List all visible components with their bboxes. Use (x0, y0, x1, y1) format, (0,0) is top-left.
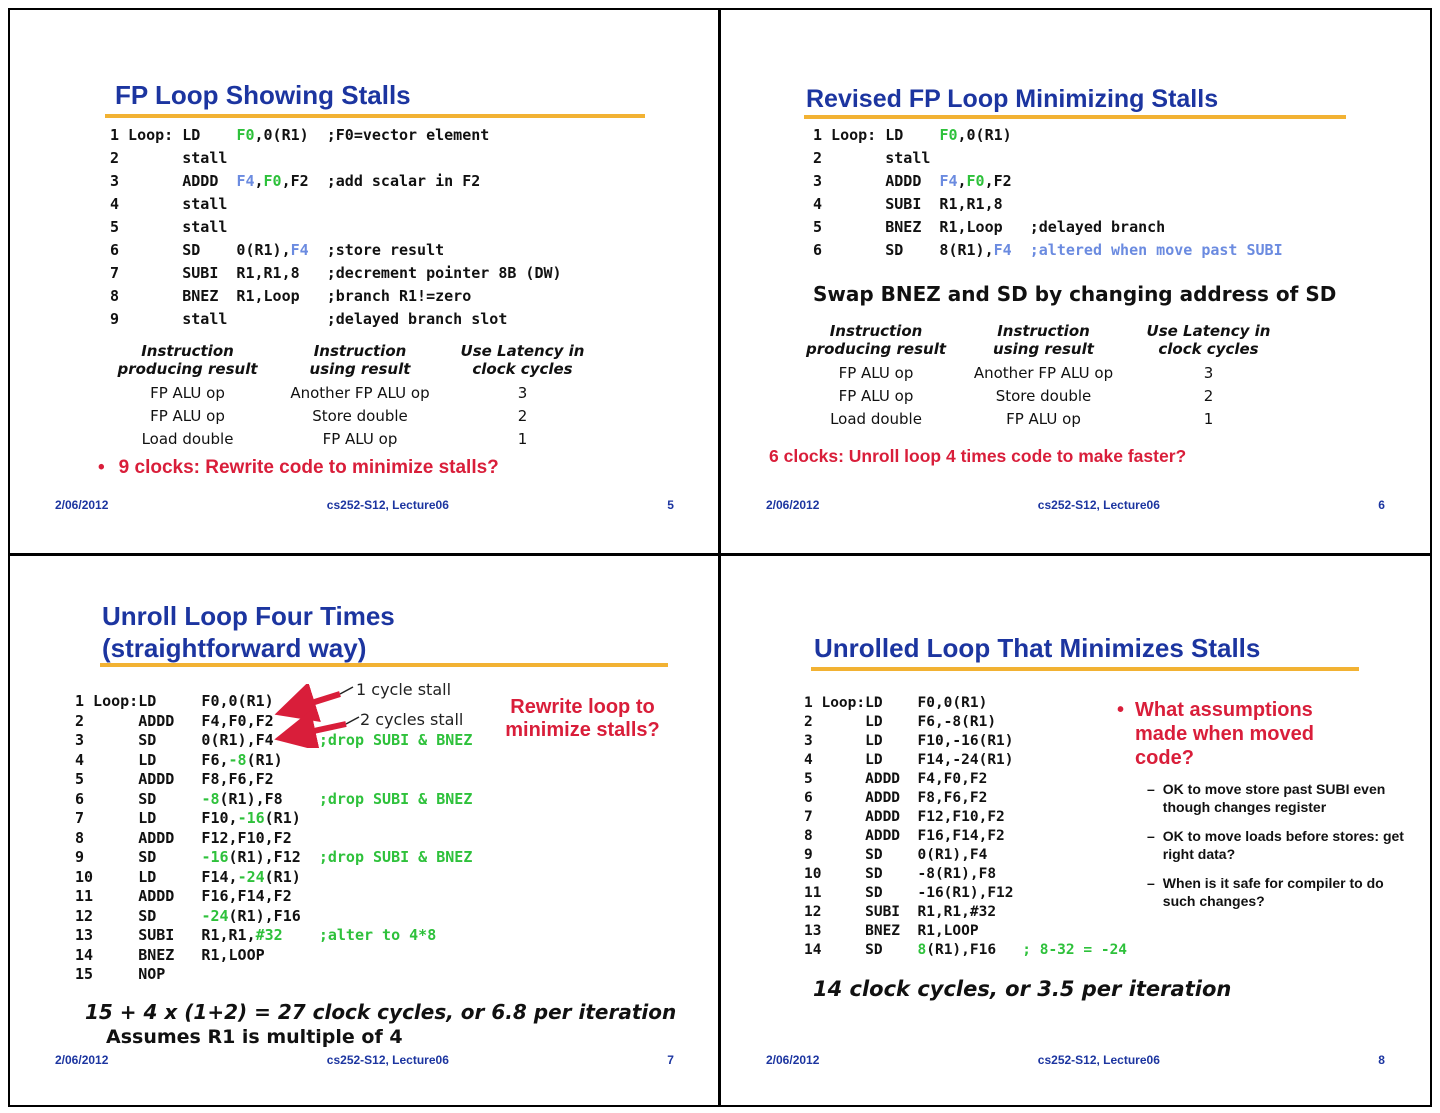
clocks-question: • 9 clocks: Rewrite code to minimize sta… (98, 457, 499, 479)
slide-title: Unroll Loop Four Times (straightforward … (102, 601, 395, 663)
page-number: 6 (1378, 498, 1385, 512)
table-cell: FP ALU op (322, 430, 398, 448)
dash-icon: – (1147, 875, 1155, 891)
latency-col-using: Instruction using result (993, 322, 1094, 358)
slide-5-fp-loop-showing-stalls: FP Loop Showing Stalls 1 Loop: LD F0,0(R… (10, 10, 719, 553)
footer-course: cs252-S12, Lecture06 (1037, 1053, 1160, 1067)
page-number: 8 (1378, 1053, 1385, 1067)
footer-course: cs252-S12, Lecture06 (326, 498, 449, 512)
title-underline (804, 115, 1346, 119)
table-cell: 3 (1203, 364, 1214, 382)
slide-footer: 2/06/2012 cs252-S12, Lecture06 8 (721, 1053, 1430, 1067)
footer-date: 2/06/2012 (766, 498, 820, 512)
title-underline (811, 667, 1359, 671)
clocks-question: 6 clocks: Unroll loop 4 times code to ma… (769, 446, 1187, 466)
slide-title: FP Loop Showing Stalls (115, 80, 411, 110)
bullet-icon: • (1117, 699, 1125, 721)
table-cell: 2 (1203, 387, 1214, 405)
slide-footer: 2/06/2012 cs252-S12, Lecture06 5 (10, 498, 719, 512)
assumptions-question: • What assumptions made when moved code? (1117, 698, 1407, 770)
assembly-code: 1 Loop:LD F0,0(R1) 2 ADDD F4,F0,F2 3 SD 0(… (75, 692, 473, 983)
swap-note: Swap BNEZ and SD by changing address of … (813, 282, 1337, 306)
footer-course: cs252-S12, Lecture06 (1037, 498, 1160, 512)
assembly-code: 1 Loop: LD F0,0(R1) ;F0=vector element 2 … (110, 126, 562, 328)
horizontal-divider (8, 553, 1432, 556)
clocks-question-text: 9 clocks: Rewrite code to minimize stall… (118, 457, 499, 478)
slide-7-unroll-loop-four-times: Unroll Loop Four Times (straightforward … (10, 556, 719, 1102)
list-item-text: OK to move loads before stores: get righ… (1162, 828, 1404, 862)
slide-6-revised-fp-loop: Revised FP Loop Minimizing Stalls 1 Loop… (721, 10, 1430, 553)
assumption-note: Assumes R1 is multiple of 4 (106, 1026, 403, 1048)
footer-date: 2/06/2012 (766, 1053, 820, 1067)
latency-table: Instruction producing result Instruction… (110, 342, 590, 451)
table-cell: Store double (312, 407, 408, 425)
list-item: – OK to move loads before stores: get ri… (1147, 827, 1409, 863)
assumptions-list: – OK to move store past SUBI even though… (1117, 780, 1407, 910)
table-cell: 2 (517, 407, 528, 425)
title-underline (100, 663, 668, 667)
rewrite-question: Rewrite loop to minimize stalls? (505, 696, 660, 741)
latency-col-producing: Instruction producing result (117, 342, 258, 378)
table-cell: FP ALU op (150, 407, 225, 425)
assumptions-question-text: What assumptions made when moved code? (1135, 699, 1314, 769)
stall-annotation-1: 1 cycle stall (356, 680, 452, 699)
table-cell: Another FP ALU op (973, 364, 1114, 382)
assembly-code: 1 Loop: LD F0,0(R1) 2 stall 3 ADDD F4,F0,F… (813, 126, 1283, 259)
latency-col-latency: Use Latency in clock cycles (1146, 322, 1271, 358)
cycle-summary: 14 clock cycles, or 3.5 per iteration (813, 977, 1232, 1001)
slide-title: Unrolled Loop That Minimizes Stalls (814, 633, 1261, 663)
table-cell: Load double (830, 410, 922, 428)
list-item-text: When is it safe for compiler to do such … (1162, 875, 1384, 909)
dash-icon: – (1147, 781, 1155, 797)
footer-course: cs252-S12, Lecture06 (326, 1053, 449, 1067)
table-cell: 3 (517, 384, 528, 402)
vertical-divider (718, 8, 721, 1107)
table-cell: FP ALU op (838, 364, 914, 382)
table-cell: FP ALU op (150, 384, 225, 402)
list-item: – When is it safe for compiler to do suc… (1147, 874, 1409, 910)
latency-col-producing: Instruction producing result (805, 322, 947, 358)
table-cell: 1 (1203, 410, 1214, 428)
title-underline (105, 114, 645, 118)
dash-icon: – (1147, 828, 1155, 844)
footer-date: 2/06/2012 (55, 498, 109, 512)
table-cell: Store double (995, 387, 1092, 405)
page-number: 7 (667, 1053, 674, 1067)
latency-col-using: Instruction using result (309, 342, 411, 378)
page-number: 5 (667, 498, 674, 512)
slide-8-unrolled-loop-min-stalls: Unrolled Loop That Minimizes Stalls 1 Lo… (721, 556, 1430, 1102)
latency-table: Instruction producing result Instruction… (801, 322, 1281, 431)
footer-date: 2/06/2012 (55, 1053, 109, 1067)
table-cell: FP ALU op (838, 387, 914, 405)
table-cell: FP ALU op (1006, 410, 1081, 428)
latency-col-latency: Use Latency in clock cycles (460, 342, 585, 378)
list-item: – OK to move store past SUBI even though… (1147, 780, 1409, 816)
assembly-code: 1 Loop:LD F0,0(R1) 2 LD F6,-8(R1) 3 LD F10… (804, 695, 1128, 958)
table-cell: Load double (141, 430, 234, 448)
stall-annotation-2: 2 cycles stall (360, 710, 464, 729)
table-cell: 1 (517, 430, 528, 448)
slide-footer: 2/06/2012 cs252-S12, Lecture06 7 (10, 1053, 719, 1067)
table-cell: Another FP ALU op (290, 384, 430, 402)
bullet-icon: • (98, 457, 105, 478)
slide-title: Revised FP Loop Minimizing Stalls (806, 85, 1219, 113)
list-item-text: OK to move store past SUBI even though c… (1162, 781, 1386, 815)
stall-arrows (274, 684, 360, 748)
cycle-summary: 15 + 4 x (1+2) = 27 clock cycles, or 6.8… (85, 1000, 677, 1024)
assumptions-block: • What assumptions made when moved code?… (1117, 698, 1407, 921)
slide-footer: 2/06/2012 cs252-S12, Lecture06 6 (721, 498, 1430, 512)
